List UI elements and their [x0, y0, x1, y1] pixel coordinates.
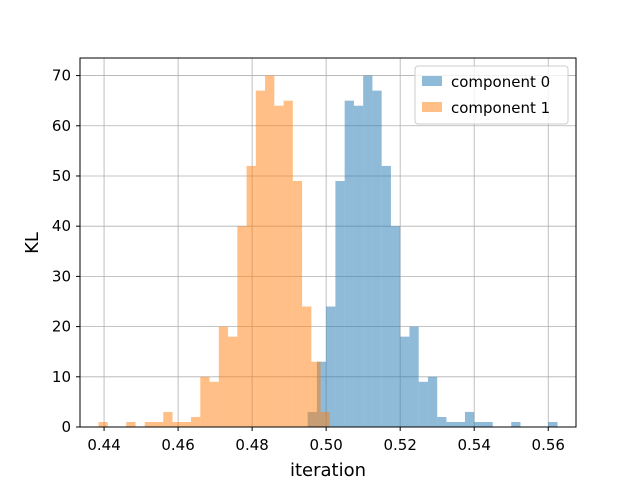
x-tick-label: 0.50: [309, 436, 342, 454]
histogram-bar-series-0: [446, 421, 456, 427]
histogram-bar-series-1: [200, 376, 210, 427]
histogram-bar-series-1: [218, 326, 229, 427]
y-tick-label: 10: [52, 368, 71, 386]
plot-frame: [79, 57, 577, 428]
y-tick-label: 40: [52, 217, 71, 235]
histogram-bar-series-0: [400, 336, 410, 427]
histogram-bar-series-1: [274, 105, 284, 427]
histogram-bar-series-1: [209, 381, 219, 427]
histogram-bar-series-1: [237, 226, 247, 427]
histogram-bar-series-0: [381, 165, 391, 427]
histogram-bar-series-1: [154, 421, 164, 427]
histogram-bar-series-1: [98, 421, 108, 427]
histogram-bar-series-1: [311, 361, 321, 427]
histogram-bar-series-1: [228, 336, 238, 427]
y-tick-label: 0: [61, 418, 71, 436]
histogram-bar-series-1: [181, 421, 192, 427]
histogram-bar-series-1: [126, 421, 136, 427]
y-tick-label: 50: [52, 167, 71, 185]
histogram-bar-series-1: [246, 165, 256, 427]
histogram-bar-series-0: [409, 326, 419, 427]
y-tick-label: 30: [52, 267, 71, 285]
legend: component 0 component 1: [414, 65, 569, 125]
histogram-bar-series-0: [474, 421, 484, 427]
histogram-bar-series-1: [191, 416, 201, 427]
y-tick-label: 60: [52, 117, 71, 135]
histogram-bar-series-0: [548, 421, 558, 427]
histogram-bar-series-1: [144, 421, 155, 427]
y-tick-label: 70: [52, 67, 71, 85]
histogram-bar-series-0: [483, 421, 493, 427]
bars: [98, 75, 558, 428]
histogram-bar-series-0: [316, 361, 327, 427]
legend-label: component 0: [451, 73, 550, 91]
y-tick-label: 20: [52, 318, 71, 336]
histogram-bar-series-0: [437, 416, 447, 427]
x-axis-title: iteration: [290, 460, 366, 480]
histogram-bar-series-1: [163, 411, 173, 427]
histogram-bar-series-0: [427, 376, 438, 427]
y-axis-title: KL: [22, 232, 43, 254]
histogram-bar-series-0: [335, 181, 345, 427]
histogram-bar-series-1: [292, 181, 303, 427]
legend-box: [414, 65, 569, 125]
histogram-bar-series-0: [326, 306, 336, 427]
ticks: 0.44 0.46 0.48 0.50 0.52 0.54 0.56 0 10 20 30 40 50 6…: [52, 67, 565, 454]
histogram-bar-series-1: [283, 100, 293, 428]
legend-swatch: [422, 102, 442, 112]
legend-swatch: [422, 76, 442, 86]
x-tick-label: 0.46: [161, 436, 194, 454]
histogram-bar-series-1: [320, 411, 330, 427]
x-tick-label: 0.48: [235, 436, 268, 454]
histogram-bar-series-0: [353, 105, 364, 427]
histogram-bar-series-0: [390, 226, 401, 427]
histogram-bar-series-1: [172, 421, 182, 427]
histogram-bar-series-1: [255, 90, 266, 427]
histogram-bar-series-0: [455, 421, 465, 427]
legend-label: component 1: [451, 99, 550, 117]
histogram-bar-series-0: [418, 381, 428, 427]
histogram-bar-series-0: [372, 90, 382, 427]
histogram-bar-series-0: [344, 100, 354, 428]
x-tick-label: 0.52: [383, 436, 416, 454]
x-tick-label: 0.56: [532, 436, 565, 454]
histogram-bar-series-0: [511, 421, 521, 427]
histogram-bar-series-1: [302, 306, 312, 427]
histogram-bar-series-0: [464, 411, 475, 427]
histogram-bar-series-0: [363, 75, 373, 428]
x-tick-label: 0.54: [458, 436, 491, 454]
histogram-bar-series-1: [265, 75, 275, 428]
x-tick-label: 0.44: [87, 436, 120, 454]
